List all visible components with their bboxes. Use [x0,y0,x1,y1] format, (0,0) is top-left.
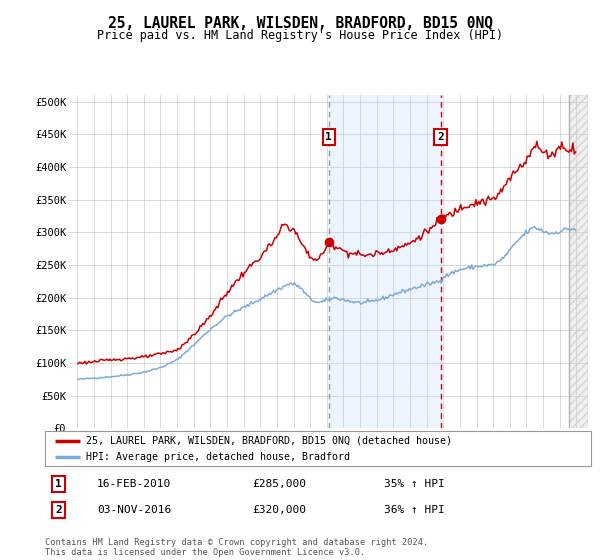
Text: 36% ↑ HPI: 36% ↑ HPI [383,505,444,515]
Text: 2: 2 [55,505,62,515]
Text: £285,000: £285,000 [253,479,307,489]
Text: 1: 1 [55,479,62,489]
Bar [329,95,440,428]
Text: 16-FEB-2010: 16-FEB-2010 [97,479,171,489]
Text: Contains HM Land Registry data © Crown copyright and database right 2024.
This d: Contains HM Land Registry data © Crown c… [45,538,428,557]
Text: 2: 2 [437,132,444,142]
Text: Price paid vs. HM Land Registry's House Price Index (HPI): Price paid vs. HM Land Registry's House … [97,29,503,42]
Text: 1: 1 [325,132,332,142]
Text: 03-NOV-2016: 03-NOV-2016 [97,505,171,515]
Bar [569,95,588,428]
Text: 25, LAUREL PARK, WILSDEN, BRADFORD, BD15 0NQ: 25, LAUREL PARK, WILSDEN, BRADFORD, BD15… [107,16,493,31]
Text: £320,000: £320,000 [253,505,307,515]
Text: 35% ↑ HPI: 35% ↑ HPI [383,479,444,489]
Text: HPI: Average price, detached house, Bradford: HPI: Average price, detached house, Brad… [86,452,350,462]
Text: 25, LAUREL PARK, WILSDEN, BRADFORD, BD15 0NQ (detached house): 25, LAUREL PARK, WILSDEN, BRADFORD, BD15… [86,436,452,446]
